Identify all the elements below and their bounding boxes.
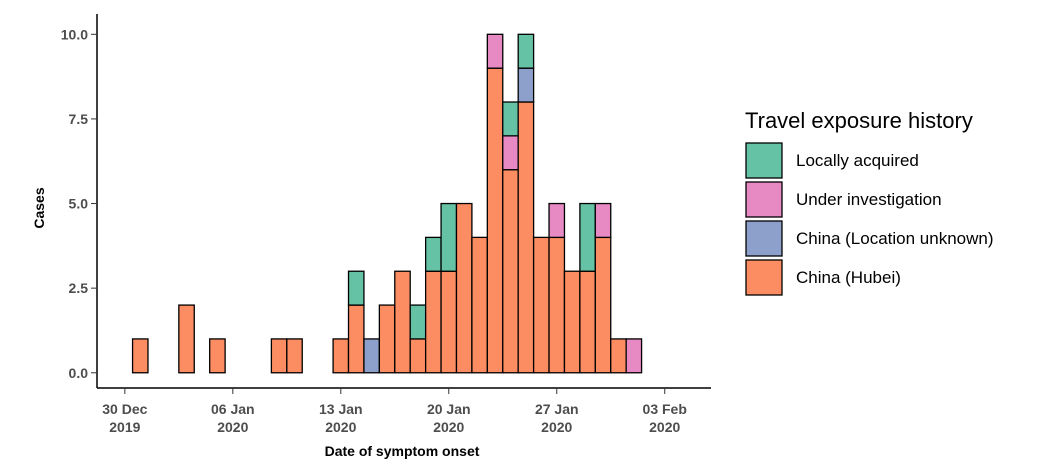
bar-segment xyxy=(502,135,519,171)
legend-label: Under investigation xyxy=(796,190,942,209)
x-tick-label: 03 Feb 2020 xyxy=(643,401,687,435)
bar-segment xyxy=(610,338,627,374)
bar-segment xyxy=(409,304,427,340)
bar-segment xyxy=(517,33,535,69)
bar-segment xyxy=(486,67,504,374)
legend-swatch xyxy=(745,259,783,296)
bar-segment xyxy=(378,304,396,374)
bar-segment xyxy=(424,236,442,272)
bar-segment xyxy=(502,169,519,374)
y-tick-label: 0.0 xyxy=(69,365,89,381)
bar-segment xyxy=(486,33,504,69)
bar-segment xyxy=(394,270,411,374)
legend-swatch xyxy=(745,181,783,218)
x-tick-label: 27 Jan 2020 xyxy=(535,401,579,435)
bar-segment xyxy=(440,202,458,272)
bar-segment xyxy=(131,338,149,374)
bar-segment xyxy=(579,270,596,374)
legend-swatch xyxy=(745,220,783,257)
bar-segment xyxy=(209,338,226,374)
bar-segment xyxy=(440,270,458,374)
x-axis-title: Date of symptom onset xyxy=(325,443,480,459)
x-tick-label: 13 Jan 2020 xyxy=(319,401,363,435)
y-tick-label: 7.5 xyxy=(69,111,89,127)
y-tick-label: 2.5 xyxy=(69,280,89,296)
bar-segment xyxy=(178,304,195,374)
y-axis-title: Cases xyxy=(31,187,47,228)
bar-segment xyxy=(471,236,488,374)
legend-swatch xyxy=(745,142,783,179)
x-tick-label: 30 Dec 2019 xyxy=(102,401,147,435)
bar-segment xyxy=(563,270,581,374)
bar-segment xyxy=(332,338,350,374)
legend-title: Travel exposure history xyxy=(745,108,973,133)
bar-segment xyxy=(594,236,612,374)
bar-segment xyxy=(517,101,535,374)
y-tick-label: 10.0 xyxy=(61,26,88,42)
legend-label: China (Location unknown) xyxy=(796,229,994,248)
legend-label: Locally acquired xyxy=(796,151,919,170)
bar-segment xyxy=(502,101,519,137)
bar-segment xyxy=(270,338,288,374)
bar-segment xyxy=(409,338,427,374)
bar-segment xyxy=(517,67,535,103)
bar-segment xyxy=(286,338,303,374)
bar-segment xyxy=(363,338,381,374)
x-tick-label: 20 Jan 2020 xyxy=(427,401,471,435)
bar-segment xyxy=(424,270,442,374)
bar-segment xyxy=(532,236,550,374)
bar-segment xyxy=(347,304,365,374)
x-tick-label: 06 Jan 2020 xyxy=(211,401,255,435)
bar-segment xyxy=(455,202,473,374)
bar-segment xyxy=(625,338,643,374)
bar-segment xyxy=(347,270,365,306)
bar-segment xyxy=(548,236,566,374)
y-tick-label: 5.0 xyxy=(69,196,89,212)
bar-segment xyxy=(548,202,566,239)
legend-label: China (Hubei) xyxy=(796,268,901,287)
bar-segment xyxy=(579,202,596,272)
bar-segment xyxy=(594,202,612,239)
